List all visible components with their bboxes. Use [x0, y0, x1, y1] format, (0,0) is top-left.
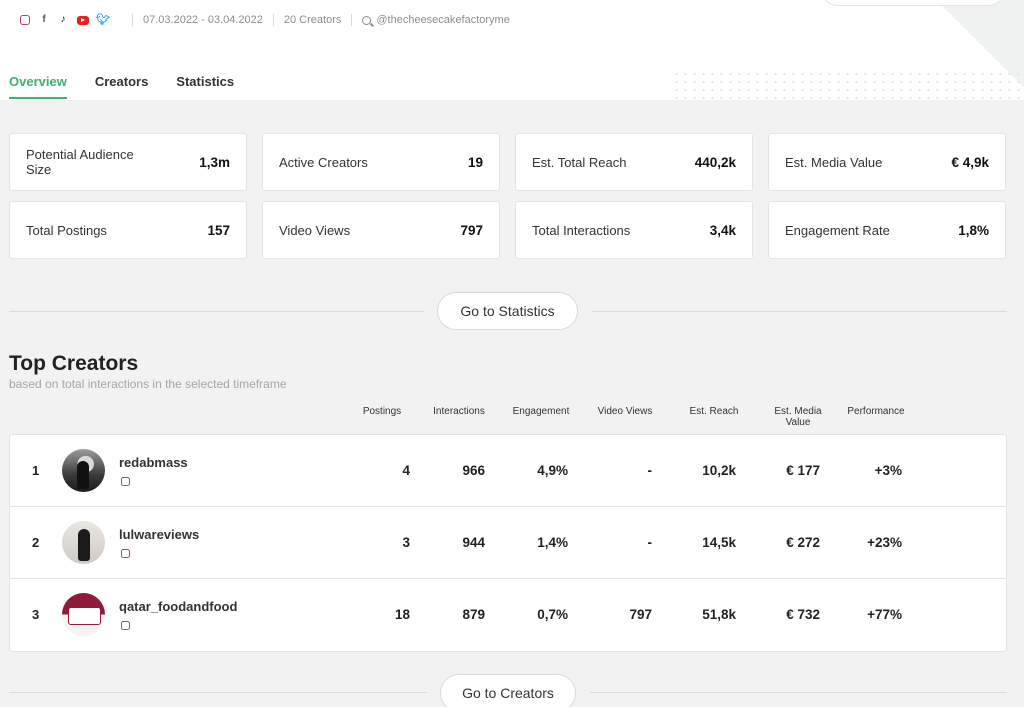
- kpi-card-media-value: Est. Media Value € 4,9k: [768, 133, 1006, 191]
- kpi-label: Engagement Rate: [785, 222, 890, 238]
- kpi-value: 157: [207, 222, 230, 238]
- cell-media-value: € 732: [786, 607, 820, 622]
- kpi-card-total-reach: Est. Total Reach 440,2k: [515, 133, 753, 191]
- divider-line: [9, 311, 424, 312]
- divider-line: [590, 692, 1007, 693]
- table-row[interactable]: 3 qatar_foodandfood 18 879 0,7% 797 51,8…: [10, 579, 1006, 651]
- top-bar: f ♪ 🐦︎ 07.03.2022 - 03.04.2022 20 Creato…: [0, 0, 1024, 100]
- kpi-label: Est. Total Reach: [532, 154, 627, 170]
- column-header-video-views[interactable]: Video Views: [597, 406, 653, 417]
- date-range: 07.03.2022 - 03.04.2022: [143, 14, 263, 26]
- kpi-card-engagement-rate: Engagement Rate 1,8%: [768, 201, 1006, 259]
- cell-performance: +77%: [867, 607, 902, 622]
- cell-est-reach: 10,2k: [702, 463, 736, 478]
- creator-name[interactable]: qatar_foodandfood: [119, 599, 238, 614]
- cell-engagement: 4,9%: [537, 463, 568, 478]
- instagram-icon[interactable]: [20, 15, 30, 25]
- kpi-label: Total Interactions: [532, 222, 631, 238]
- kpi-label: Video Views: [279, 222, 351, 238]
- kpi-card-video-views: Video Views 797: [262, 201, 500, 259]
- divider-line: [592, 311, 1007, 312]
- divider: [351, 14, 353, 26]
- rank: 1: [32, 463, 40, 478]
- campaign-meta: f ♪ 🐦︎ 07.03.2022 - 03.04.2022 20 Creato…: [20, 12, 510, 28]
- social-icons: f ♪ 🐦︎: [20, 13, 110, 26]
- creators-count: 20 Creators: [283, 14, 342, 26]
- kpi-value: 440,2k: [694, 154, 736, 170]
- kpi-value: 3,4k: [709, 222, 736, 238]
- cell-est-reach: 14,5k: [702, 535, 736, 550]
- column-header-postings[interactable]: Postings: [362, 406, 402, 417]
- tiktok-icon[interactable]: ♪: [60, 14, 66, 25]
- creator-name[interactable]: redabmass: [119, 455, 188, 470]
- section-title: Top Creators: [9, 352, 139, 375]
- creator-name[interactable]: lulwareviews: [119, 527, 200, 542]
- kpi-card-active-creators: Active Creators 19: [262, 133, 500, 191]
- cell-video-views: 797: [629, 607, 652, 622]
- kpi-value: 1,8%: [958, 222, 989, 238]
- tab-overview[interactable]: Overview: [9, 74, 67, 99]
- kpi-label: Active Creators: [279, 154, 368, 170]
- divider: [132, 14, 133, 26]
- decorative-dots: [672, 70, 1024, 100]
- cell-performance: +23%: [867, 535, 902, 550]
- cell-est-reach: 51,8k: [702, 607, 736, 622]
- kpi-card-potential-audience: Potential Audience Size 1,3m: [9, 133, 247, 191]
- cell-video-views: -: [647, 535, 653, 550]
- kpi-value: 797: [460, 222, 483, 238]
- tab-creators[interactable]: Creators: [94, 74, 149, 89]
- divider: [272, 14, 274, 26]
- facebook-icon[interactable]: f: [42, 14, 46, 25]
- kpi-value: 19: [467, 154, 483, 170]
- avatar[interactable]: [62, 449, 105, 492]
- cell-engagement: 0,7%: [537, 607, 568, 622]
- column-header-performance[interactable]: Performance: [847, 406, 905, 417]
- column-header-engagement[interactable]: Engagement: [512, 406, 570, 417]
- cell-interactions: 944: [462, 535, 485, 550]
- kpi-label: Est. Media Value: [785, 154, 883, 170]
- rank: 3: [32, 607, 40, 622]
- cell-interactions: 966: [462, 463, 485, 478]
- cell-video-views: -: [647, 463, 653, 478]
- search-handle[interactable]: @thecheesecakefactoryme: [376, 14, 510, 26]
- divider-line: [9, 692, 427, 693]
- rank: 2: [32, 535, 40, 550]
- kpi-value: 1,3m: [199, 154, 230, 170]
- table-row[interactable]: 2 lulwareviews 3 944 1,4% - 14,5k € 272 …: [10, 507, 1006, 579]
- cell-media-value: € 272: [786, 535, 820, 550]
- instagram-icon: [121, 477, 130, 486]
- cell-postings: 4: [402, 463, 410, 478]
- tab-bar: Overview Creators Statistics: [9, 74, 234, 99]
- kpi-card-total-postings: Total Postings 157: [9, 201, 247, 259]
- tab-statistics[interactable]: Statistics: [176, 74, 235, 89]
- search-icon: [362, 15, 372, 25]
- avatar[interactable]: [62, 593, 105, 636]
- cell-performance: +3%: [874, 463, 902, 478]
- kpi-label: Total Postings: [26, 222, 107, 238]
- kpi-card-total-interactions: Total Interactions 3,4k: [515, 201, 753, 259]
- top-right-control[interactable]: [820, 0, 1006, 6]
- kpi-value: € 4,9k: [951, 154, 989, 170]
- go-to-creators-button[interactable]: Go to Creators: [440, 674, 576, 707]
- instagram-icon: [121, 621, 130, 630]
- avatar[interactable]: [62, 521, 105, 564]
- table-row[interactable]: 1 redabmass 4 966 4,9% - 10,2k € 177 +3%: [10, 435, 1006, 507]
- column-header-est-reach[interactable]: Est. Reach: [689, 406, 739, 417]
- column-header-interactions[interactable]: Interactions: [433, 406, 485, 417]
- column-header-media-value[interactable]: Est. Media Value: [774, 406, 822, 428]
- cell-postings: 18: [394, 607, 410, 622]
- section-subtitle: based on total interactions in the selec…: [9, 377, 287, 391]
- cell-postings: 3: [402, 535, 410, 550]
- top-creators-table: 1 redabmass 4 966 4,9% - 10,2k € 177 +3%…: [9, 434, 1007, 652]
- instagram-icon: [121, 549, 130, 558]
- cell-media-value: € 177: [786, 463, 820, 478]
- kpi-label: Potential Audience Size: [26, 147, 134, 177]
- twitter-icon[interactable]: 🐦︎: [96, 13, 110, 26]
- cell-engagement: 1,4%: [537, 535, 568, 550]
- cell-interactions: 879: [462, 607, 485, 622]
- youtube-icon[interactable]: [77, 15, 89, 25]
- go-to-statistics-button[interactable]: Go to Statistics: [437, 292, 578, 330]
